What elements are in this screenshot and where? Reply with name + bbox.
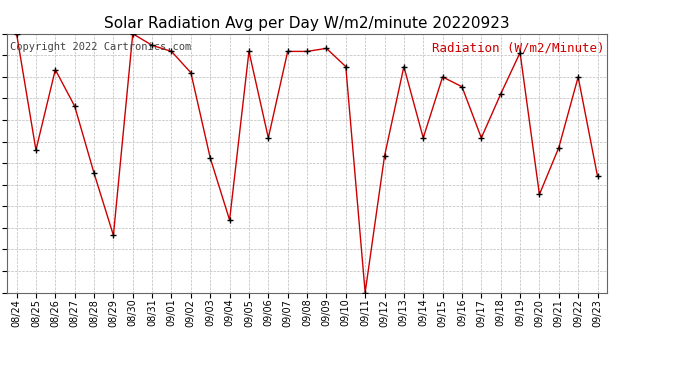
Point [573, 74, 584, 80]
Point [108, 232, 119, 238]
Title: Solar Radiation Avg per Day W/m2/minute 20220923: Solar Radiation Avg per Day W/m2/minute … [104, 16, 510, 31]
Point [515, 50, 526, 55]
Point [88, 170, 99, 176]
Text: Radiation (W/m2/Minute): Radiation (W/m2/Minute) [432, 42, 604, 54]
Point [457, 84, 468, 90]
Point [186, 70, 197, 76]
Point [302, 48, 313, 54]
Point [379, 153, 390, 159]
Point [127, 31, 138, 37]
Point [30, 147, 41, 153]
Point [359, 290, 371, 296]
Point [534, 192, 545, 198]
Point [321, 45, 332, 51]
Point [340, 64, 351, 70]
Point [69, 103, 80, 109]
Point [224, 217, 235, 223]
Point [244, 48, 255, 54]
Point [11, 31, 22, 37]
Point [398, 64, 409, 70]
Point [592, 173, 603, 179]
Point [205, 155, 216, 161]
Point [553, 145, 564, 151]
Point [50, 67, 61, 73]
Point [437, 74, 448, 80]
Point [166, 48, 177, 54]
Point [417, 135, 428, 141]
Point [495, 91, 506, 97]
Point [146, 42, 157, 48]
Text: Copyright 2022 Cartronics.com: Copyright 2022 Cartronics.com [10, 42, 191, 51]
Point [263, 135, 274, 141]
Point [282, 48, 293, 54]
Point [476, 135, 487, 141]
